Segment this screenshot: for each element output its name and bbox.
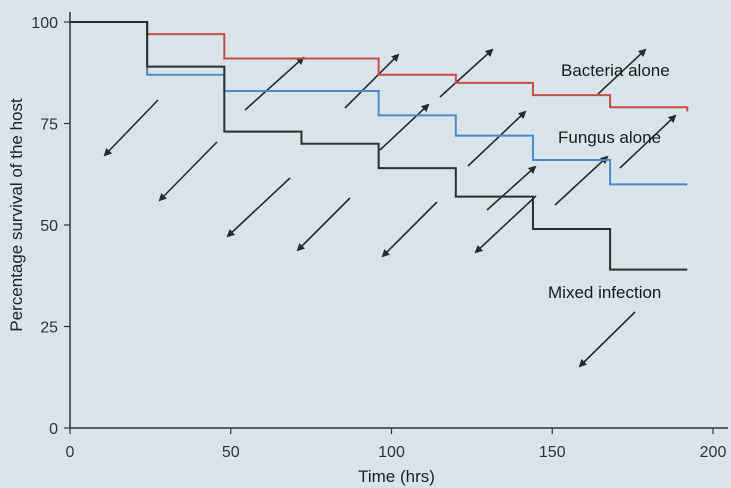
background-arrow [578, 311, 636, 368]
series-line-mixed-infection [70, 21, 688, 271]
background-arrow [296, 197, 351, 252]
background-arrow [381, 201, 438, 258]
background-arrow [344, 53, 400, 109]
y-tick-label: 75 [40, 117, 58, 134]
series-label: Bacteria alone [561, 61, 670, 80]
background-arrow [103, 99, 159, 157]
x-tick-label: 100 [378, 444, 405, 461]
background-arrow [244, 56, 305, 111]
series-label: Mixed infection [548, 283, 661, 302]
y-axis-title: Percentage survival of the host [7, 98, 26, 332]
background-arrow [379, 103, 430, 151]
series-labels: Bacteria alone Fungus alone Mixed infectio… [548, 61, 670, 302]
background-arrow [597, 48, 647, 95]
y-tick-label: 25 [40, 320, 58, 337]
x-axis-title: Time (hrs) [358, 467, 435, 486]
x-tick-label: 50 [222, 444, 240, 461]
x-tick-label: 200 [700, 444, 727, 461]
background-arrow [619, 114, 677, 169]
background-arrow [554, 155, 609, 206]
background-arrow [158, 141, 218, 202]
series-label: Fungus alone [558, 128, 661, 147]
background-arrow [474, 195, 537, 254]
background-arrow [439, 48, 494, 98]
background-arrow [467, 110, 527, 167]
background-arrows [103, 48, 677, 368]
y-ticks: 0 25 50 75 100 [31, 15, 70, 438]
y-tick-label: 0 [49, 421, 58, 438]
background-arrow [486, 165, 537, 211]
x-tick-label: 150 [539, 444, 566, 461]
y-tick-label: 50 [40, 218, 58, 235]
y-tick-label: 100 [31, 15, 58, 32]
x-tick-label: 0 [66, 444, 75, 461]
x-ticks: 0 50 100 150 200 [66, 428, 727, 461]
axes [69, 12, 728, 429]
series-line-bacteria-alone [70, 21, 689, 112]
series-line-fungus-alone [70, 21, 688, 186]
series-layer [70, 21, 689, 271]
background-arrow [226, 177, 291, 238]
